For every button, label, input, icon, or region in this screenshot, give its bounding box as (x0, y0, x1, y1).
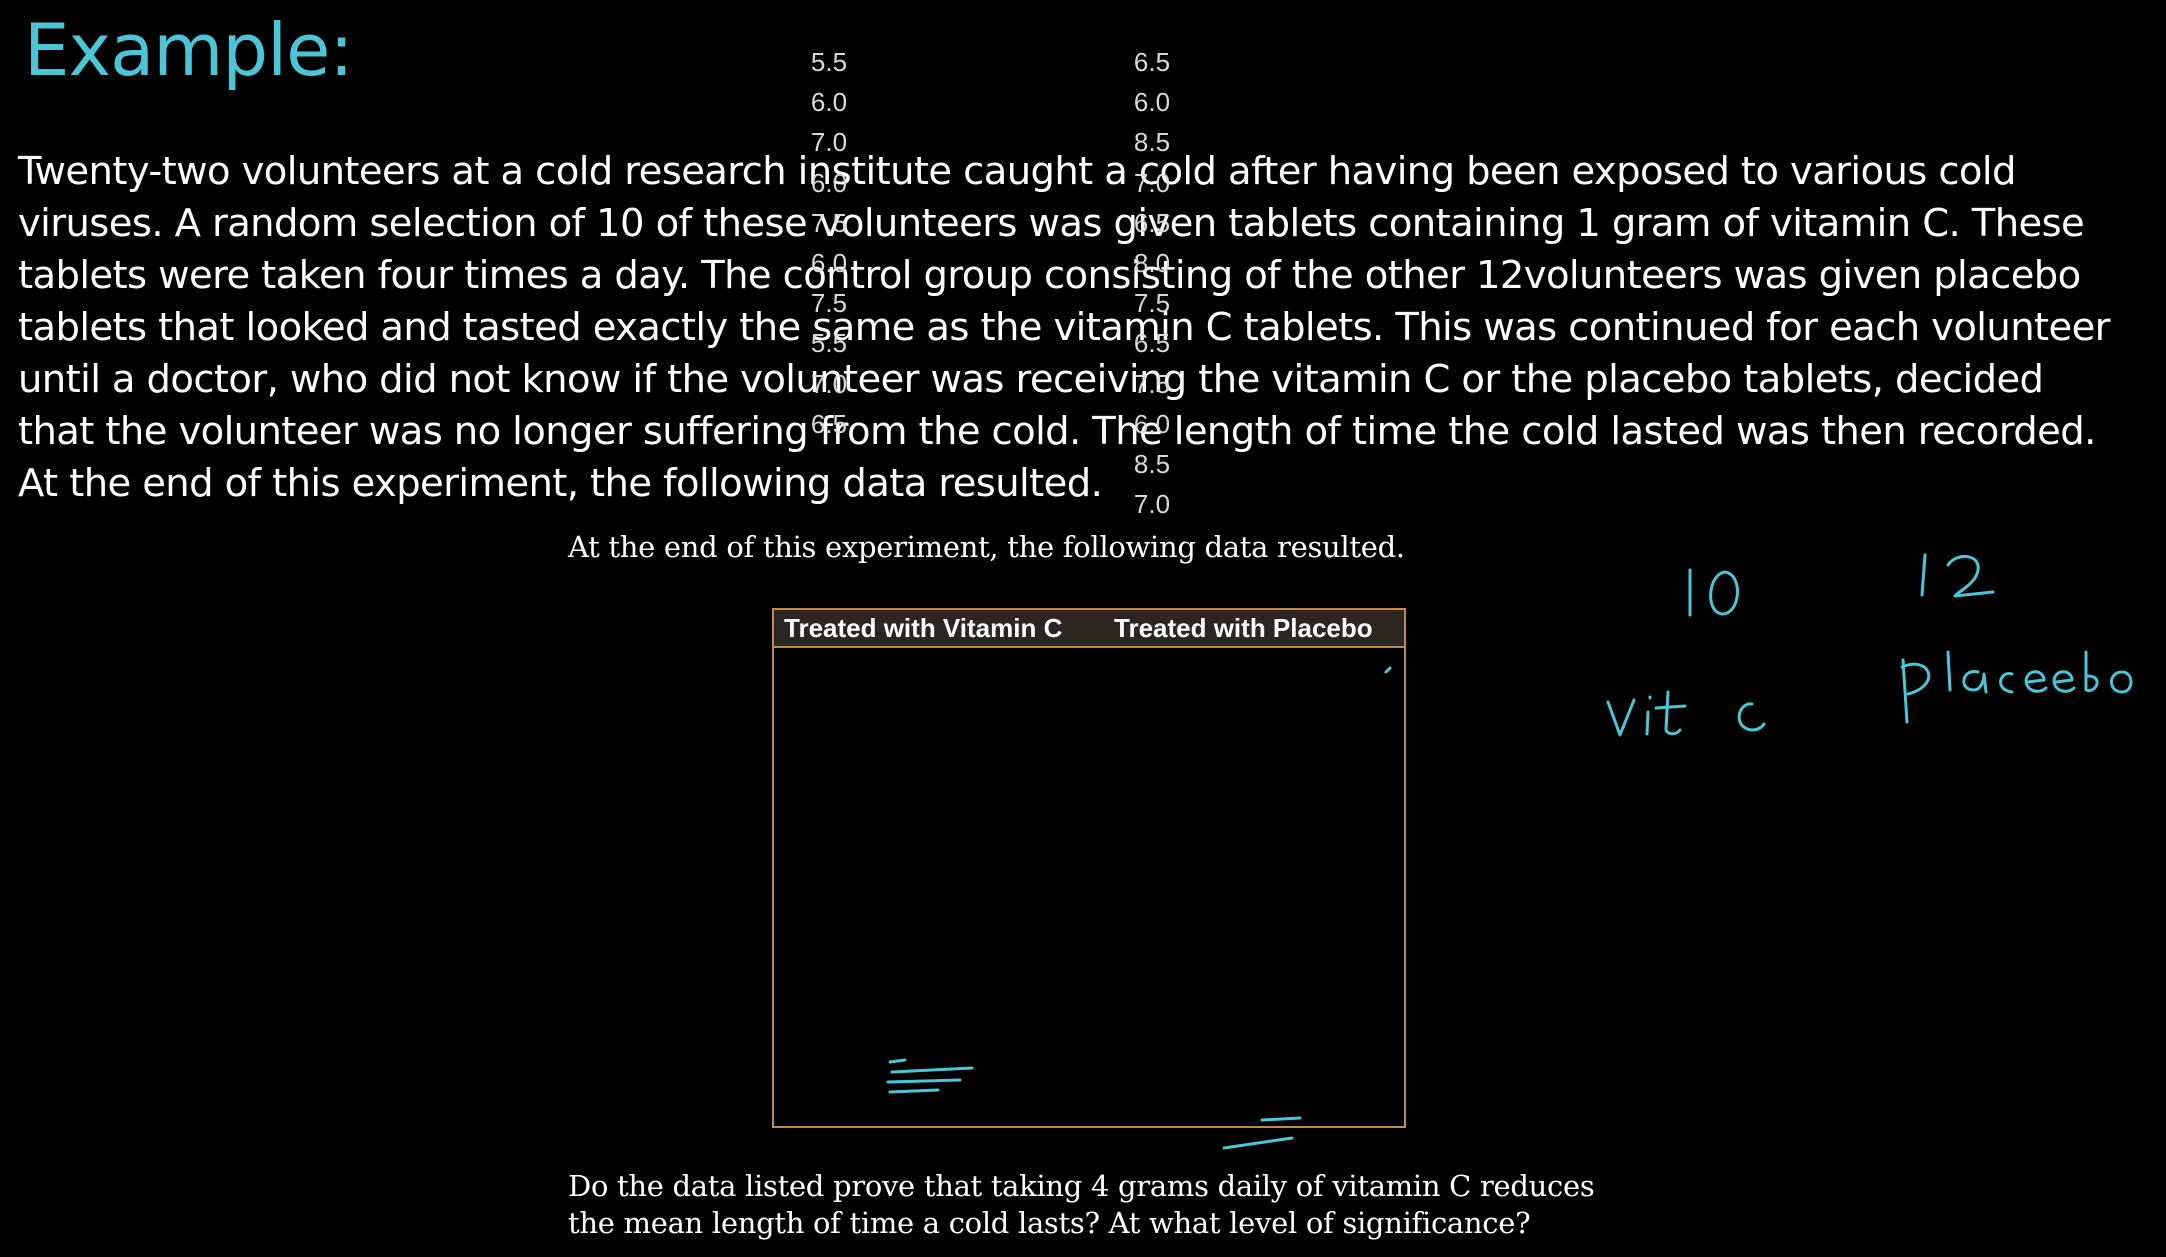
table-cell: 6.0 (1133, 408, 1171, 439)
table-cell: 7.5 (810, 207, 848, 238)
table-cell: 7.0 (810, 368, 848, 399)
annotation-12 (1920, 553, 1995, 598)
header-vitamin-c: Treated with Vitamin C (784, 613, 1063, 643)
table-header: Treated with Vitamin C Treated with Plac… (774, 610, 1404, 648)
table-cell: 7.5 (810, 288, 848, 319)
table-cell: 8.0 (1133, 247, 1171, 278)
table-cell: 7.5 (1133, 368, 1171, 399)
annotation-10 (1688, 568, 1739, 617)
annotation-placebo (1900, 650, 2133, 724)
header-placebo: Treated with Placebo (1114, 613, 1373, 643)
table-cell: 6.5 (1133, 47, 1171, 77)
table-cell: 6.0 (1133, 87, 1171, 118)
excerpt-caption: At the end of this experiment, the follo… (568, 530, 1405, 564)
excerpt-question: Do the data listed prove that taking 4 g… (568, 1169, 1595, 1240)
slide-title: Example: (24, 8, 354, 92)
table-cell: 7.0 (1133, 167, 1171, 198)
table-cell: 5.5 (810, 47, 848, 77)
table-cell: 6.0 (810, 87, 848, 118)
table-cell: 7.0 (810, 127, 848, 158)
table-cell: 5.5 (810, 328, 848, 359)
table-cell: 6.5 (1133, 328, 1171, 359)
problem-paragraph: Twenty-two volunteers at a cold research… (18, 149, 2111, 506)
data-table: Treated with Vitamin C Treated with Plac… (772, 608, 1406, 1128)
table-cell: 6.0 (810, 167, 848, 198)
table-cell: 8.5 (1133, 448, 1171, 479)
placebo-column: 6.5 6.0 8.5 7.0 6.5 8.0 7.5 6.5 7.5 6.0 … (1052, 42, 1252, 524)
table-cell: 6.5 (1133, 207, 1171, 238)
table-cell: 8.5 (1133, 127, 1171, 158)
table-cell: 6.0 (810, 247, 848, 278)
table-cell: 7.5 (1133, 288, 1171, 319)
vitamin-c-column: 5.5 6.0 7.0 6.0 7.5 6.0 7.5 5.5 7.0 6.5 (729, 42, 929, 444)
annotation-vit-c (1606, 690, 1766, 737)
table-cell: 7.0 (1133, 489, 1171, 520)
table-cell: 6.5 (810, 408, 848, 439)
